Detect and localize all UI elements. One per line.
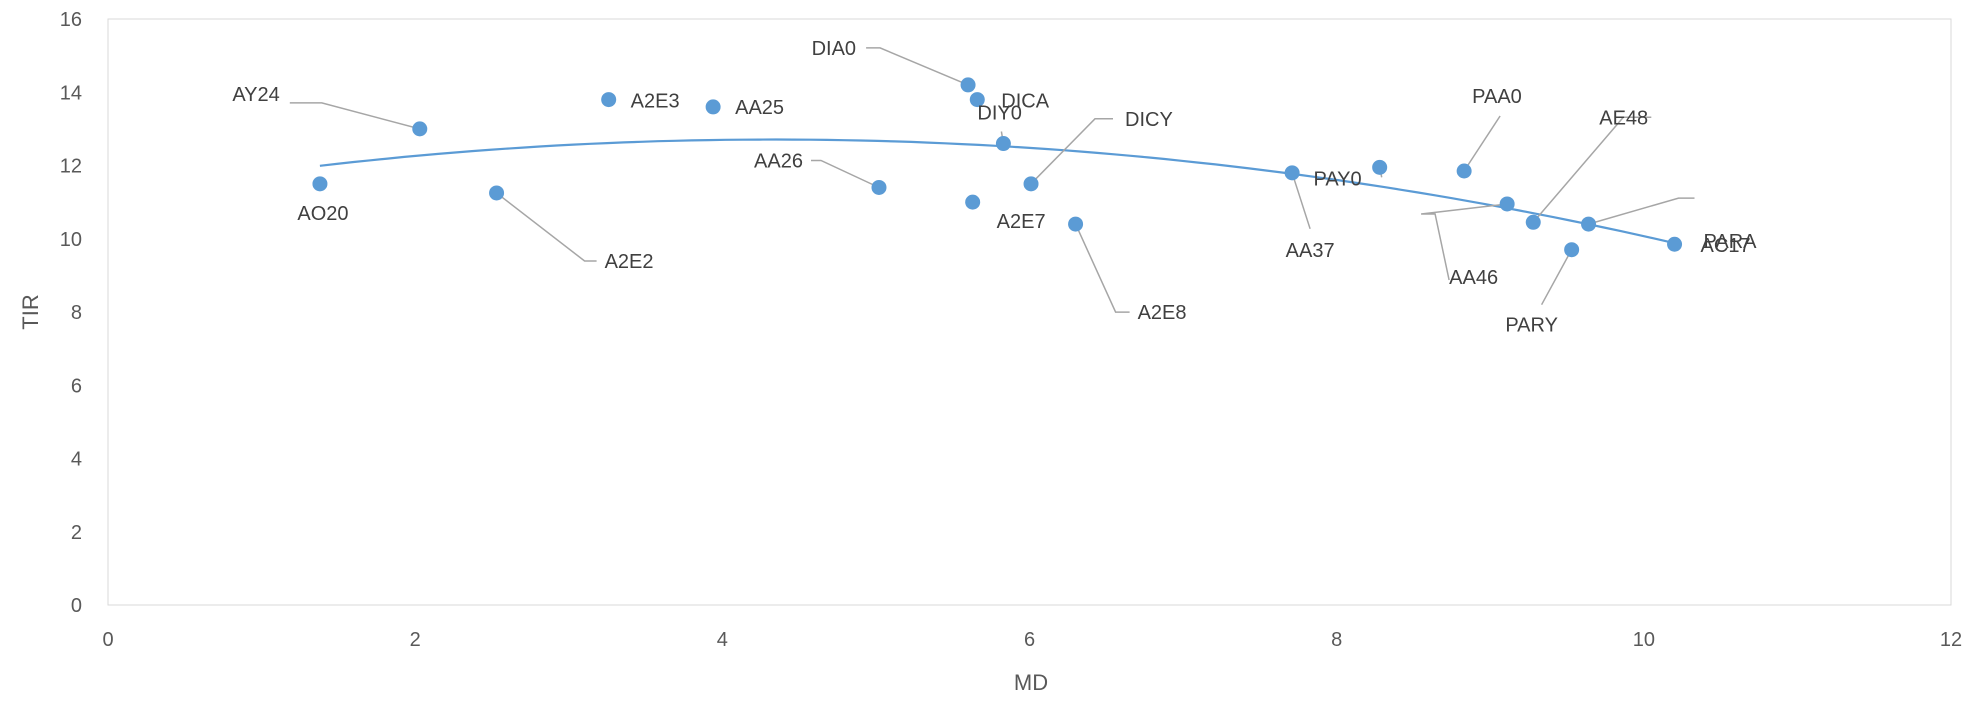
data-label: DICY <box>1125 109 1173 131</box>
y-tick-label: 12 <box>60 156 82 178</box>
data-point <box>871 179 887 195</box>
data-point <box>705 99 721 115</box>
leader-line <box>1074 223 1130 313</box>
leader-line <box>811 159 880 189</box>
leader-line <box>1463 115 1501 172</box>
data-label: DICA <box>1001 91 1049 113</box>
leader-line <box>1540 249 1573 306</box>
data-label: PARY <box>1505 315 1558 337</box>
data-label: AA37 <box>1286 240 1335 262</box>
leader-line <box>1532 116 1652 223</box>
leader-line <box>1291 172 1311 230</box>
data-label: DIA0 <box>812 38 856 60</box>
data-label: AA46 <box>1449 267 1498 289</box>
data-label: PARA <box>1704 231 1758 253</box>
y-axis-ticks: 0 2 4 6 8 10 12 14 16 <box>60 9 82 617</box>
y-tick-label: 6 <box>71 375 82 397</box>
data-point <box>995 136 1011 152</box>
y-tick-label: 14 <box>60 82 82 104</box>
x-tick-label: 4 <box>717 629 728 651</box>
data-label: PAY0 <box>1313 168 1361 190</box>
data-label: AA25 <box>735 97 784 119</box>
data-point <box>965 194 981 210</box>
data-point <box>969 92 985 108</box>
x-tick-label: 10 <box>1633 629 1655 651</box>
data-label: A2E2 <box>605 251 654 273</box>
leader-line <box>866 47 969 86</box>
data-label: AA26 <box>754 150 803 172</box>
data-label: AY24 <box>232 84 279 106</box>
data-label: A2E7 <box>997 211 1046 233</box>
data-point <box>1581 216 1597 232</box>
y-tick-label: 8 <box>71 302 82 324</box>
data-point <box>601 92 617 108</box>
data-point <box>1372 159 1388 175</box>
leader-line <box>496 192 597 262</box>
leader-line <box>1030 118 1113 185</box>
data-point <box>312 176 328 192</box>
y-tick-label: 4 <box>71 449 82 471</box>
data-point <box>1456 163 1472 179</box>
data-points <box>312 77 1683 258</box>
data-point <box>1564 242 1580 258</box>
data-point <box>960 77 976 93</box>
data-point <box>1667 236 1683 252</box>
data-label: AE48 <box>1599 107 1648 129</box>
data-label: PAA0 <box>1472 86 1522 108</box>
x-tick-label: 2 <box>410 629 421 651</box>
leader-line <box>1588 197 1695 225</box>
data-point <box>489 185 505 201</box>
x-axis-title: MD <box>1014 670 1048 695</box>
leader-line <box>1421 203 1508 281</box>
trendline-group <box>319 138 1672 244</box>
data-point <box>1023 176 1039 192</box>
data-point <box>1284 165 1300 181</box>
y-tick-label: 0 <box>71 595 82 617</box>
x-axis-ticks: 0 2 4 6 8 10 12 <box>102 629 1962 651</box>
data-label: A2E3 <box>631 91 680 113</box>
data-label: AO20 <box>297 203 348 225</box>
y-tick-label: 2 <box>71 522 82 544</box>
data-point <box>1525 214 1541 230</box>
data-label: DIY0 <box>977 103 1021 125</box>
data-point <box>1068 216 1084 232</box>
x-tick-label: 6 <box>1024 629 1035 651</box>
y-tick-label: 16 <box>60 9 82 31</box>
y-tick-label: 10 <box>60 229 82 251</box>
x-tick-label: 0 <box>102 629 113 651</box>
trendline <box>319 138 1672 244</box>
leader-line <box>289 102 420 130</box>
data-point <box>412 121 428 137</box>
x-tick-label: 8 <box>1331 629 1342 651</box>
x-tick-label: 12 <box>1940 629 1962 651</box>
data-labels: AO20 AY24 A2E2 A2E3 AA25 AA26 DIA0 DICA A2E7 DIY0… <box>232 38 1757 337</box>
data-label: AC17 <box>1701 235 1751 257</box>
y-axis-title: TIR <box>18 294 43 329</box>
data-label: A2E8 <box>1138 302 1187 324</box>
data-point <box>1499 196 1515 212</box>
